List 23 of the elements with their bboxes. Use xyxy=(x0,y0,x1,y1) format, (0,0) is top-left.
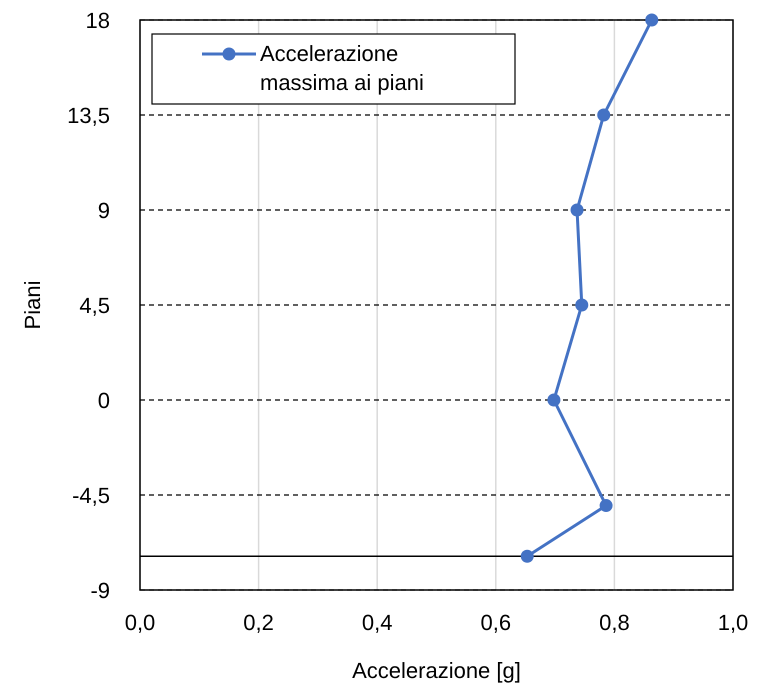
x-tick-label: 0,0 xyxy=(124,610,156,635)
point xyxy=(600,499,613,512)
x-tick-label: 0,2 xyxy=(243,610,274,635)
y-tick-label: 13,5 xyxy=(67,103,110,128)
legend-label: Accelerazione massima ai piani xyxy=(260,41,424,95)
point xyxy=(597,108,610,122)
y-axis-title: Piani xyxy=(20,280,45,330)
y-tick-label: 0 xyxy=(98,388,110,413)
point xyxy=(570,204,584,216)
point xyxy=(547,394,560,406)
y-tick-label: 4,5 xyxy=(79,293,110,318)
y-tick-label: 18 xyxy=(86,8,110,33)
x-axis-title: Accelerazione [g] xyxy=(352,658,521,683)
point xyxy=(520,550,534,563)
x-tick-label: 0,4 xyxy=(362,610,392,635)
y-tick-label: -9 xyxy=(90,578,110,603)
point xyxy=(645,14,658,26)
x-tick-label: 0,6 xyxy=(480,610,512,635)
x-tick-label: 0,8 xyxy=(599,610,630,635)
y-tick-label: -4,5 xyxy=(72,483,110,508)
y-tick-label: 9 xyxy=(98,198,110,223)
x-tick-label: 1,0 xyxy=(718,610,748,635)
point xyxy=(575,298,588,312)
